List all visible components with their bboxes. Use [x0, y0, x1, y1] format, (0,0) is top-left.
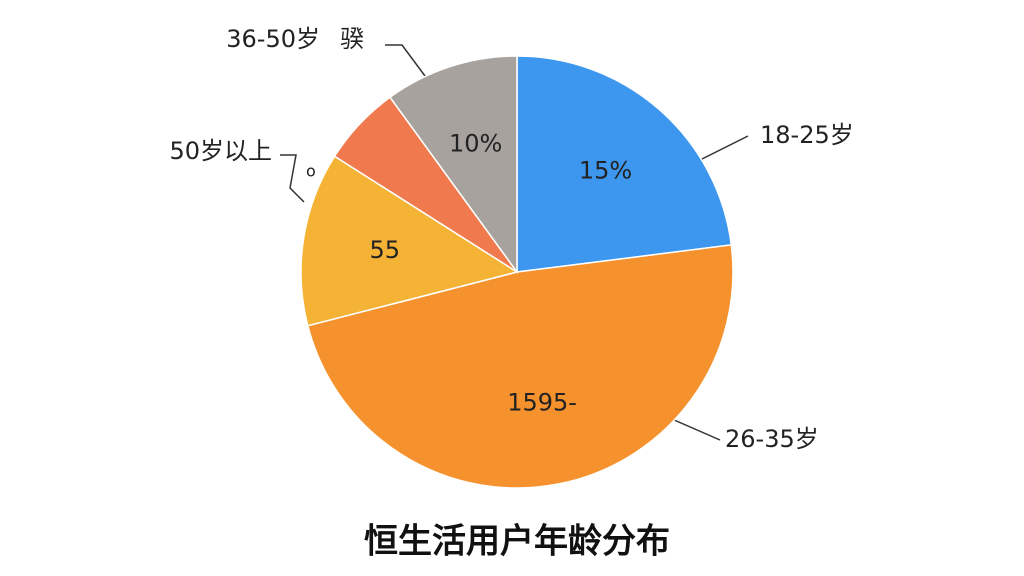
- category-label: 18-25岁: [760, 121, 854, 149]
- annotation: o: [306, 162, 316, 181]
- pie-slice: [516, 55, 733, 273]
- leader-line: [385, 44, 429, 81]
- category-label: 26-35岁: [725, 425, 819, 453]
- pie-slice: [388, 55, 518, 275]
- slice-label: 15%: [579, 157, 632, 185]
- slice-label: 55: [369, 236, 400, 264]
- pie-slice: [300, 155, 519, 327]
- leader-line: [280, 154, 305, 203]
- slice-label: 1595-: [507, 389, 577, 417]
- category-label: 36-50岁: [226, 25, 320, 53]
- slice-label: 10%: [449, 130, 502, 158]
- pie-slice: [306, 244, 734, 489]
- annotation: 骙: [340, 25, 364, 53]
- category-label: 50岁以上: [169, 137, 272, 165]
- chart-title: 恒生活用户年龄分布: [364, 522, 670, 562]
